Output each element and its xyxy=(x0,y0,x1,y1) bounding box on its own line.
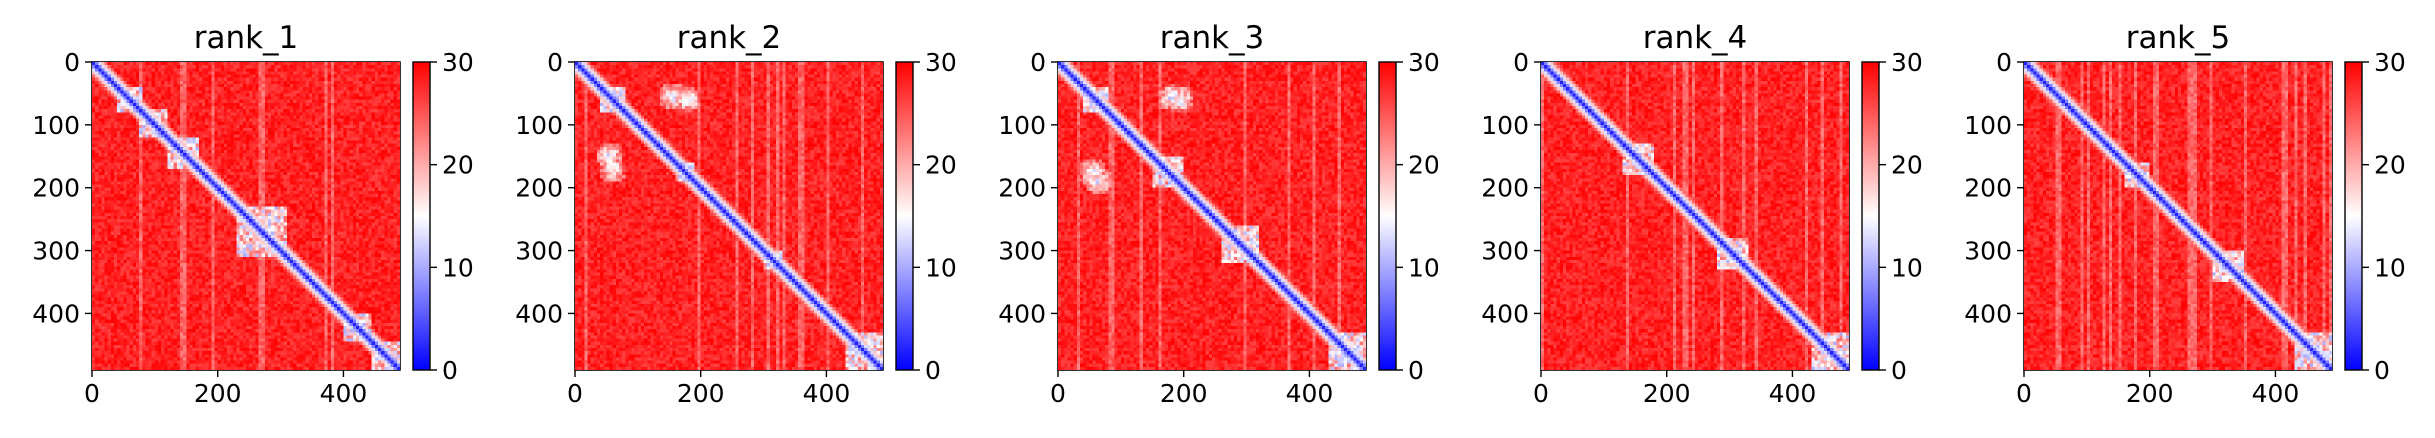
y-tick-label: 200 xyxy=(1481,174,1529,203)
colorbar-tick-label: 20 xyxy=(925,151,957,180)
y-tick-label: 300 xyxy=(32,237,80,266)
x-tick-label: 200 xyxy=(677,379,725,408)
y-tick-label: 100 xyxy=(1964,111,2012,140)
y-tick-label: 300 xyxy=(1964,237,2012,266)
x-tick-label: 400 xyxy=(2252,379,2300,408)
panel-rank_4: rank_4 0 200 400 0 100 200 300 400 0 10 20 30 xyxy=(1481,20,1923,408)
x-tick-label: 200 xyxy=(1160,379,1208,408)
x-tick-label: 0 xyxy=(2016,379,2032,408)
x-tick-label: 400 xyxy=(1286,379,1334,408)
colorbar-tick-label: 30 xyxy=(2374,48,2406,77)
y-tick-label: 100 xyxy=(1481,111,1529,140)
y-tick-label: 0 xyxy=(64,48,80,77)
y-tick-label: 400 xyxy=(1964,299,2012,328)
heatmap-image xyxy=(575,62,883,370)
colorbar xyxy=(895,61,914,371)
colorbar-tick-label: 20 xyxy=(1408,151,1440,180)
y-tick-label: 100 xyxy=(32,111,80,140)
x-tick-label: 400 xyxy=(320,379,368,408)
colorbar-tick-label: 30 xyxy=(1891,48,1923,77)
y-tick-label: 200 xyxy=(515,174,563,203)
panel-rank_3: rank_3 0 200 400 0 100 200 300 400 0 10 20 30 xyxy=(998,20,1440,408)
panel-title: rank_2 xyxy=(677,20,782,56)
y-tick-label: 200 xyxy=(998,174,1046,203)
y-tick-label: 0 xyxy=(1996,48,2012,77)
colorbar xyxy=(1378,61,1397,371)
colorbar-tick-label: 30 xyxy=(1408,48,1440,77)
panel-rank_5: rank_5 0 200 400 0 100 200 300 400 0 10 20 30 xyxy=(1964,20,2406,408)
colorbar-tick-label: 20 xyxy=(2374,151,2406,180)
colorbar xyxy=(1861,61,1880,371)
colorbar-tick-label: 0 xyxy=(2374,356,2390,385)
colorbar-tick-label: 10 xyxy=(925,253,957,282)
x-tick-label: 0 xyxy=(1533,379,1549,408)
y-tick-label: 200 xyxy=(32,174,80,203)
colorbar-tick-label: 0 xyxy=(925,356,941,385)
colorbar-tick-label: 0 xyxy=(1408,356,1424,385)
colorbar-tick-label: 0 xyxy=(1891,356,1907,385)
x-tick-label: 0 xyxy=(84,379,100,408)
colorbar-tick-label: 20 xyxy=(1891,151,1923,180)
heatmap-image xyxy=(92,62,400,370)
x-tick-label: 400 xyxy=(803,379,851,408)
x-tick-label: 200 xyxy=(1643,379,1691,408)
y-tick-label: 200 xyxy=(1964,174,2012,203)
panel-rank_2: rank_2 0 200 400 0 100 200 300 400 0 10 20 30 xyxy=(515,20,957,408)
panel-title: rank_4 xyxy=(1643,20,1748,56)
y-tick-label: 400 xyxy=(998,299,1046,328)
y-tick-label: 400 xyxy=(32,299,80,328)
y-tick-label: 0 xyxy=(547,48,563,77)
colorbar-tick-label: 10 xyxy=(2374,253,2406,282)
colorbar-tick-label: 30 xyxy=(925,48,957,77)
y-tick-label: 400 xyxy=(515,299,563,328)
x-tick-label: 0 xyxy=(1050,379,1066,408)
x-tick-label: 200 xyxy=(194,379,242,408)
colorbar-tick-label: 10 xyxy=(1891,253,1923,282)
y-tick-label: 300 xyxy=(515,237,563,266)
colorbar xyxy=(412,61,431,371)
colorbar-tick-label: 0 xyxy=(442,356,458,385)
x-tick-label: 400 xyxy=(1769,379,1817,408)
colorbar-tick-label: 20 xyxy=(442,151,474,180)
y-tick-label: 0 xyxy=(1513,48,1529,77)
colorbar-tick-label: 30 xyxy=(442,48,474,77)
colorbar xyxy=(2344,61,2363,371)
y-tick-label: 0 xyxy=(1030,48,1046,77)
x-tick-label: 200 xyxy=(2126,379,2174,408)
y-tick-label: 300 xyxy=(1481,237,1529,266)
y-tick-label: 100 xyxy=(515,111,563,140)
y-tick-label: 400 xyxy=(1481,299,1529,328)
heatmap-image xyxy=(1541,62,1849,370)
colorbar-tick-label: 10 xyxy=(1408,253,1440,282)
y-tick-label: 100 xyxy=(998,111,1046,140)
x-tick-label: 0 xyxy=(567,379,583,408)
panel-title: rank_1 xyxy=(194,20,299,56)
panel-title: rank_5 xyxy=(2126,20,2231,56)
heatmap-image xyxy=(1058,62,1366,370)
panel-title: rank_3 xyxy=(1160,20,1265,56)
panel-rank_1: rank_1 0 200 400 0 100 200 300 400 0 10 20 30 xyxy=(32,20,474,408)
y-tick-label: 300 xyxy=(998,237,1046,266)
colorbar-tick-label: 10 xyxy=(442,253,474,282)
heatmap-image xyxy=(2024,62,2332,370)
